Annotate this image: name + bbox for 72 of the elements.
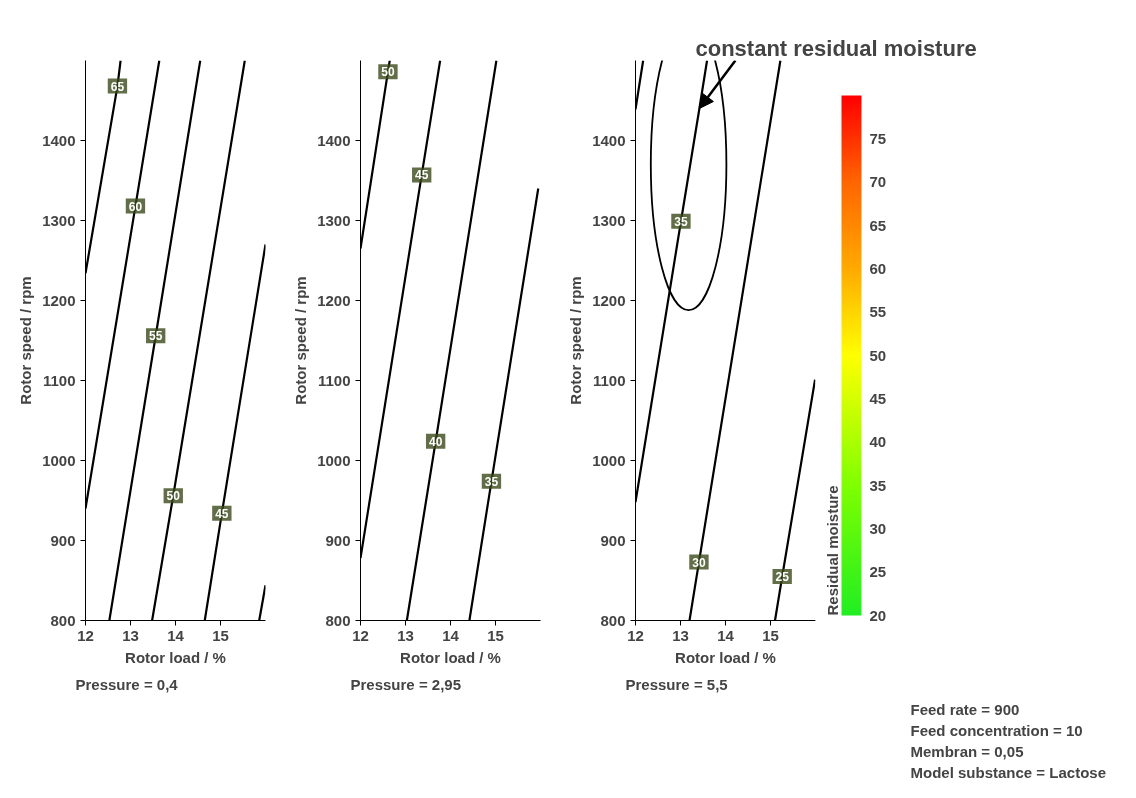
x-tick-label: 12 <box>352 626 369 644</box>
y-tick-label: 1000 <box>592 451 626 469</box>
x-axis-title: Rotor load / % <box>400 648 501 666</box>
text: Feed concentration = 10 <box>910 721 1083 739</box>
y-tick-label: 900 <box>325 531 351 549</box>
y-tick-label: 1300 <box>592 211 626 229</box>
series-label: 65 <box>110 79 125 94</box>
color-bar-label: 30 <box>869 519 887 537</box>
series-label: 60 <box>128 199 143 214</box>
series-label: 25 <box>775 570 790 584</box>
y-tick-label: 1400 <box>592 131 626 149</box>
annotation: constant residual moisture <box>695 35 977 61</box>
series-label: 50 <box>166 489 181 504</box>
color-bar-label: 35 <box>869 476 887 494</box>
x-tick-label: 15 <box>487 626 504 644</box>
x-tick-label: 14 <box>717 626 735 644</box>
y-tick-label: 1100 <box>592 371 626 389</box>
y-tick-label: 800 <box>50 611 76 629</box>
text: Pressure = 2,95 <box>350 675 462 693</box>
color-bar-label: 75 <box>869 129 887 147</box>
y-axis-title: Rotor speed / rpm <box>567 276 585 405</box>
color-bar-title: Residual moisture <box>823 485 841 616</box>
x-tick-label: 13 <box>397 626 414 644</box>
color-bar-label: 55 <box>869 303 887 321</box>
text: Pressure = 0,4 <box>75 675 179 693</box>
series-label: 45 <box>415 168 429 183</box>
series-label: 35 <box>674 214 688 229</box>
text: Pressure = 5,5 <box>625 675 728 693</box>
x-tick-label: 13 <box>672 626 689 644</box>
y-tick-label: 1000 <box>317 451 351 469</box>
text: Model substance = Lactose <box>910 763 1106 781</box>
y-tick-label: 1100 <box>317 371 351 389</box>
y-tick-label: 1400 <box>42 131 76 149</box>
color-bar-label: 20 <box>869 606 887 624</box>
color-bar-label: 65 <box>869 216 887 234</box>
series-label: 55 <box>149 329 163 344</box>
color-bar-label: 25 <box>869 563 887 581</box>
y-tick-label: 800 <box>325 611 351 629</box>
series-label: 40 <box>428 434 443 449</box>
x-tick-label: 15 <box>212 626 229 644</box>
y-tick-label: 1200 <box>42 291 76 309</box>
x-tick-label: 12 <box>627 626 644 644</box>
y-tick-label: 1200 <box>317 291 351 309</box>
y-tick-label: 900 <box>600 531 626 549</box>
y-tick-label: 1200 <box>592 291 626 309</box>
color-bar-label: 45 <box>869 389 887 407</box>
x-axis-title: Rotor load / % <box>675 648 776 666</box>
x-tick-label: 14 <box>442 626 460 644</box>
y-tick-label: 1300 <box>42 211 76 229</box>
series-label: 50 <box>381 65 395 80</box>
x-tick-label: 15 <box>762 626 779 644</box>
y-axis-title: Rotor speed / rpm <box>17 276 35 405</box>
text: Membran = 0,05 <box>910 742 1024 760</box>
color-bar-label: 40 <box>869 433 887 451</box>
y-tick-label: 1400 <box>317 131 351 149</box>
series-label: 35 <box>484 474 499 489</box>
y-tick-label: 1300 <box>317 211 351 229</box>
y-tick-label: 1100 <box>42 371 76 389</box>
y-tick-label: 900 <box>50 531 76 549</box>
color-bar-label: 70 <box>869 173 887 191</box>
series-label: 30 <box>692 555 706 570</box>
x-axis-title: Rotor load / % <box>125 648 226 666</box>
y-tick-label: 1000 <box>42 451 76 469</box>
x-tick-label: 13 <box>122 626 139 644</box>
x-tick-label: 14 <box>167 626 185 644</box>
color-bar-label: 50 <box>869 346 887 364</box>
text: Feed rate = 900 <box>910 700 1020 718</box>
series-label: 45 <box>215 506 229 521</box>
x-tick-label: 12 <box>77 626 94 644</box>
y-tick-label: 800 <box>600 611 626 629</box>
color-bar-label: 60 <box>869 259 887 277</box>
y-axis-title: Rotor speed / rpm <box>292 276 310 405</box>
